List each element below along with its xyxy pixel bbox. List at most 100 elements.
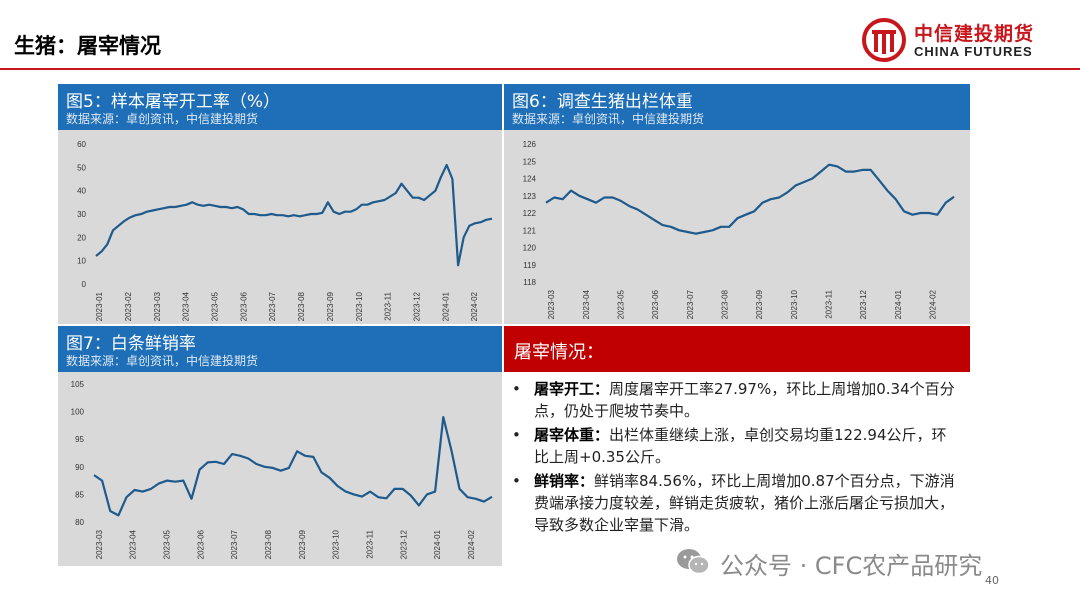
x-tick-label: 2023-06 — [239, 291, 248, 321]
y-tick-label: 122 — [523, 209, 537, 218]
x-tick-label: 2023-06 — [651, 289, 660, 319]
series-line — [93, 415, 493, 517]
figure-7-panel: 图7：白条鲜销率 数据来源：卓创资讯，中信建投期货 80 85 90 95 100 105… — [58, 326, 502, 566]
watermark-text: 公众号 · CFC农产品研究 — [720, 552, 983, 580]
y-tick-label: 126 — [523, 140, 537, 149]
y-tick-label: 85 — [75, 490, 84, 499]
y-tick-label: 100 — [71, 408, 85, 417]
x-tick-label: 2023-03 — [547, 289, 556, 319]
x-tick-label: 2023-10 — [790, 289, 799, 319]
summary-item-label: 鲜销率： — [534, 472, 595, 490]
figure-5-plot-area: 0 10 20 30 40 50 60 2023-01 2023-02 2023-03 2023-0… — [58, 130, 502, 324]
title-divider — [0, 68, 1080, 70]
figure-7-chart: 80 85 90 95 100 105 2023-03 2023-04 2023-05 2023-… — [71, 380, 493, 559]
x-tick-label: 2023-12 — [413, 291, 422, 321]
figure-6-source: 数据来源：卓创资讯，中信建投期货 — [512, 112, 705, 126]
x-tick-label: 2023-09 — [326, 291, 335, 321]
x-tick-label: 2023-01 — [95, 291, 104, 321]
summary-item-text: 鲜销率84.56%，环比上周增加0.87个百分点，下游消费端承接力度较差，鲜销走… — [534, 472, 955, 534]
page-number: 40 — [985, 574, 999, 587]
summary-item-text: 出栏体重继续上涨，卓创交易均重122.94公斤，环比上周+0.35公斤。 — [534, 426, 947, 466]
y-tick-label: 40 — [77, 187, 86, 196]
y-tick-label: 125 — [523, 157, 537, 166]
figure-6-title: 图6：调查生猪出栏体重 — [512, 92, 693, 112]
x-tick-label: 2023-09 — [298, 529, 307, 559]
summary-item-label: 屠宰体重： — [534, 426, 610, 444]
x-tick-label: 2023-11 — [366, 529, 375, 558]
summary-item-slaughter-rate: • 屠宰开工：周度屠宰开工率27.97%，环比上周增加0.34个百分点，仍处于爬… — [512, 378, 958, 422]
y-tick-label: 95 — [75, 435, 84, 444]
x-tick-label: 2023-11 — [384, 291, 393, 320]
x-tick-label: 2024-01 — [894, 289, 903, 319]
y-tick-label: 30 — [77, 210, 86, 219]
x-tick-label: 2023-06 — [196, 529, 205, 559]
figure-7-header: 图7：白条鲜销率 数据来源：卓创资讯，中信建投期货 — [58, 326, 502, 372]
y-tick-label: 20 — [77, 233, 86, 242]
logo-english-name: CHINA FUTURES — [914, 44, 1033, 59]
summary-item-label: 屠宰开工： — [534, 380, 610, 398]
figure-6-header: 图6：调查生猪出栏体重 数据来源：卓创资讯，中信建投期货 — [504, 84, 970, 130]
y-tick-label: 124 — [523, 175, 537, 184]
x-tick-label: 2024-02 — [928, 289, 937, 319]
x-tick-label: 2023-12 — [399, 529, 408, 559]
figure-7-source: 数据来源：卓创资讯，中信建投期货 — [66, 354, 259, 368]
x-tick-label: 2023-04 — [182, 291, 191, 321]
x-tick-label: 2024-02 — [467, 529, 476, 559]
bullet-dot: • — [512, 472, 521, 490]
summary-body: • 屠宰开工：周度屠宰开工率27.97%，环比上周增加0.34个百分点，仍处于爬… — [504, 372, 970, 566]
summary-title: 屠宰情况： — [514, 342, 604, 363]
x-tick-label: 2023-05 — [163, 529, 172, 559]
series-line — [95, 163, 493, 267]
y-tick-label: 50 — [77, 163, 86, 172]
y-tick-label: 120 — [523, 244, 537, 253]
figure-5-panel: 图5：样本屠宰开工率（%） 数据来源：卓创资讯，中信建投期货 0 10 20 30 40… — [58, 84, 502, 324]
bullet-dot: • — [512, 380, 521, 398]
citic-logo-icon — [862, 18, 906, 62]
summary-header: 屠宰情况： — [504, 326, 970, 372]
y-tick-label: 80 — [75, 518, 84, 527]
x-tick-label: 2023-05 — [616, 289, 625, 319]
x-tick-label: 2024-01 — [441, 291, 450, 321]
figure-6-plot-area: 118 119 120 121 122 123 124 125 126 2023-03 2023-0… — [504, 130, 970, 324]
x-tick-label: 2023-07 — [230, 529, 239, 559]
x-tick-label: 2024-01 — [433, 529, 442, 559]
x-tick-label: 2023-07 — [686, 289, 695, 319]
figure-5-source: 数据来源：卓创资讯，中信建投期货 — [66, 112, 259, 126]
x-tick-label: 2023-04 — [582, 289, 591, 319]
figure-6-panel: 图6：调查生猪出栏体重 数据来源：卓创资讯，中信建投期货 118 119 120 12… — [504, 84, 970, 324]
figure-5-chart: 0 10 20 30 40 50 60 2023-01 2023-02 2023-03 2023-0… — [77, 140, 493, 321]
x-tick-label: 2023-10 — [332, 529, 341, 559]
summary-item-fresh-sales-rate: • 鲜销率：鲜销率84.56%，环比上周增加0.87个百分点，下游消费端承接力度… — [512, 470, 958, 536]
x-tick-label: 2023-12 — [859, 289, 868, 319]
y-tick-label: 60 — [77, 140, 86, 149]
x-tick-label: 2023-07 — [268, 291, 277, 321]
x-tick-label: 2023-03 — [95, 529, 104, 559]
x-tick-label: 2023-11 — [824, 289, 833, 318]
bullet-dot: • — [512, 426, 521, 444]
page-title: 生猪：屠宰情况 — [14, 34, 161, 58]
y-tick-label: 0 — [82, 280, 87, 289]
y-tick-label: 90 — [75, 463, 84, 472]
figure-5-title: 图5：样本屠宰开工率（%） — [66, 92, 280, 112]
y-tick-label: 119 — [523, 261, 536, 270]
x-tick-label: 2023-10 — [355, 291, 364, 321]
summary-item-slaughter-weight: • 屠宰体重：出栏体重继续上涨，卓创交易均重122.94公斤，环比上周+0.35… — [512, 424, 958, 468]
wechat-icon — [677, 549, 710, 575]
y-tick-label: 105 — [71, 380, 85, 389]
x-tick-label: 2023-08 — [264, 529, 273, 559]
y-tick-label: 118 — [523, 278, 536, 287]
figure-7-title: 图7：白条鲜销率 — [66, 334, 196, 354]
figure-5-header: 图5：样本屠宰开工率（%） 数据来源：卓创资讯，中信建投期货 — [58, 84, 502, 130]
y-tick-label: 121 — [523, 226, 537, 235]
x-tick-label: 2023-02 — [124, 291, 133, 321]
x-tick-label: 2023-08 — [297, 291, 306, 321]
y-tick-label: 123 — [523, 192, 537, 201]
summary-item-text: 周度屠宰开工率27.97%，环比上周增加0.34个百分点，仍处于爬坡节奏中。 — [534, 380, 955, 420]
x-tick-label: 2023-05 — [211, 291, 220, 321]
x-tick-label: 2023-08 — [720, 289, 729, 319]
x-tick-label: 2023-03 — [153, 291, 162, 321]
x-tick-label: 2023-04 — [129, 529, 138, 559]
series-line — [545, 163, 955, 235]
company-logo: 中信建投期货 CHINA FUTURES — [862, 18, 1062, 64]
figure-7-plot-area: 80 85 90 95 100 105 2023-03 2023-04 2023-05 2023-… — [58, 372, 502, 566]
